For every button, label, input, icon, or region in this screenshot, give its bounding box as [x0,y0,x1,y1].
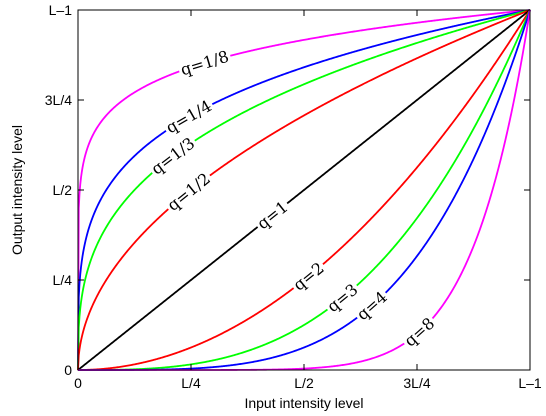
x-tick-label-1: L/4 [181,375,201,391]
series-label-group-0: q=1/8 [176,45,233,81]
series-label-3: q=1/2 [163,169,213,215]
series-label-group-5: q=2 [287,256,330,296]
series-curve-4 [78,10,530,370]
x-tick-label-3: 3L/4 [403,375,430,391]
y-tick-label-1: L/4 [53,272,73,288]
series-label-0: q=1/8 [178,47,231,80]
x-tick-label-2: L/2 [294,375,314,391]
x-tick-label-4: L–1 [518,375,542,391]
y-tick-label-4: L–1 [49,2,73,18]
y-tick-label-2: L/2 [53,182,73,198]
series-label-1: q=1/4 [163,96,215,137]
series-label-2: q=1/3 [147,134,198,179]
y-axis-title: Output intensity level [9,125,25,255]
x-tick-label-0: 0 [74,375,82,391]
series-label-group-4: q=1 [251,195,294,235]
y-tick-label-0: 0 [64,362,72,378]
curves-layer [78,10,530,370]
x-axis-title: Input intensity level [244,395,363,411]
y-tick-label-3: 3L/4 [45,92,72,108]
series-label-group-3: q=1/2 [161,167,216,217]
